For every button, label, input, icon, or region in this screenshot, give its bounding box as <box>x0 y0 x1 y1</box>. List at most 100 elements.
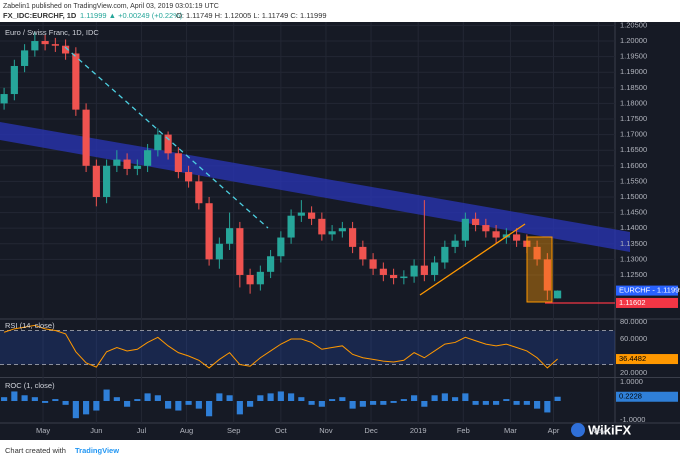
indicator-name: ROC (1, close) <box>5 381 55 390</box>
roc-bar <box>21 395 28 401</box>
candle-body <box>431 262 439 275</box>
indicator-last-label-bg <box>616 391 678 402</box>
candle-body <box>349 228 357 247</box>
roc-bar <box>441 393 448 401</box>
candle-body <box>359 246 367 260</box>
roc-bar <box>288 393 295 401</box>
roc-bar <box>339 397 346 401</box>
candle-body <box>379 268 387 275</box>
roc-bar <box>144 393 151 401</box>
candle-body <box>92 165 100 197</box>
y-tick-label: 1.13500 <box>620 239 647 248</box>
y-tick-label: 1.17500 <box>620 114 647 123</box>
rsi-line <box>3 324 558 369</box>
roc-bar <box>103 389 110 401</box>
candle-body <box>226 228 234 244</box>
watermark: WikiFX <box>588 422 632 437</box>
roc-bar <box>329 399 336 401</box>
candle-body <box>51 44 59 46</box>
y-tick-label: 20.0000 <box>620 368 647 377</box>
y-tick-label: 60.0000 <box>620 334 647 343</box>
candle-body <box>0 94 8 104</box>
y-tick-label: 1.15000 <box>620 192 647 201</box>
quote: 1.11999 ▲ +0.00249 (+0.22%) <box>80 11 183 20</box>
roc-bar <box>31 397 38 401</box>
roc-bar <box>431 395 438 401</box>
roc-bar <box>544 401 551 413</box>
candle-body <box>103 165 111 197</box>
roc-bar <box>277 391 284 401</box>
candle-body <box>10 65 18 95</box>
candle-body <box>164 134 172 154</box>
roc-bar <box>11 391 18 401</box>
candle-body <box>256 271 264 285</box>
roc-bar <box>134 399 141 401</box>
x-tick-label: Sep <box>227 426 240 435</box>
roc-bar <box>472 401 479 405</box>
roc-bar <box>349 401 356 409</box>
x-tick-label: Oct <box>275 426 288 435</box>
candle-body <box>113 159 121 166</box>
candle-body <box>62 45 70 54</box>
roc-bar <box>503 399 510 401</box>
roc-bar <box>226 395 233 401</box>
roc-bar <box>411 395 418 401</box>
y-tick-label: 1.18000 <box>620 98 647 107</box>
y-tick-label: 1.12500 <box>620 270 647 279</box>
candle-body <box>31 41 39 51</box>
trend-line <box>64 46 269 229</box>
roc-bar <box>452 397 459 401</box>
roc-bar <box>113 397 120 401</box>
candle-body <box>492 231 500 238</box>
candle-body <box>441 246 449 263</box>
candle-body <box>297 212 305 216</box>
roc-bar <box>195 401 202 409</box>
y-tick-label: 1.16000 <box>620 161 647 170</box>
roc-bar <box>308 401 315 405</box>
roc-bar <box>257 395 264 401</box>
y-tick-label: 1.0000 <box>620 377 643 386</box>
y-tick-label: 1.16500 <box>620 145 647 154</box>
roc-bar <box>534 401 541 409</box>
roc-bar <box>93 401 100 411</box>
footer-brand: TradingView <box>75 446 119 455</box>
candle-body <box>174 153 182 173</box>
roc-bar <box>370 401 377 405</box>
last-price-label-bg <box>616 285 678 296</box>
roc-bar <box>247 401 254 407</box>
candle-body <box>420 265 428 275</box>
roc-bar <box>359 401 366 407</box>
roc-bar <box>513 401 520 405</box>
x-tick-label: May <box>592 426 606 435</box>
y-tick-label: 1.13000 <box>620 254 647 263</box>
candle-body <box>21 50 29 66</box>
roc-bar <box>390 401 397 403</box>
chart-title: Euro / Swiss Franc, 1D, IDC <box>5 28 99 37</box>
roc-bar <box>154 395 161 401</box>
candle-body <box>144 150 152 166</box>
candle-body <box>410 265 418 277</box>
published-line: Zabelin1 published on TradingView.com, A… <box>3 3 219 10</box>
roc-bar <box>165 401 172 409</box>
candle-body <box>133 165 141 169</box>
roc-bar <box>62 401 69 405</box>
indicator-name: RSI (14, close) <box>5 321 55 330</box>
support-label-bg <box>616 297 678 308</box>
y-tick-label: 1.20500 <box>620 20 647 29</box>
candle-body <box>82 109 90 166</box>
candle-body <box>318 218 326 235</box>
roc-bar <box>52 399 59 401</box>
roc-bar <box>175 401 182 411</box>
x-tick-label: Aug <box>180 426 193 435</box>
candle-body <box>267 256 275 272</box>
roc-bar <box>482 401 489 405</box>
roc-bar <box>124 401 131 407</box>
candle-body <box>400 276 408 279</box>
grid <box>0 22 615 423</box>
roc-bar <box>493 401 500 405</box>
indicator-last-label: 0.2228 <box>619 392 642 401</box>
candle-body <box>513 234 521 241</box>
candle-body <box>543 259 551 291</box>
candle-body <box>246 274 254 285</box>
last-price-label: EURCHF - 1.11999 <box>619 286 680 295</box>
